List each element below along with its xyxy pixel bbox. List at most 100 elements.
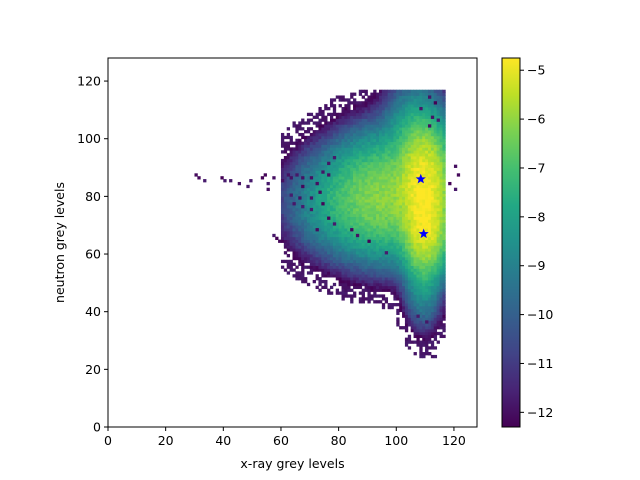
- heatmap-cell: [355, 135, 360, 140]
- heatmap-cell: [384, 256, 389, 261]
- heatmap-cell: [347, 294, 351, 298]
- heatmap-cell: [344, 294, 348, 298]
- heatmap-cell: [364, 187, 368, 192]
- heatmap-cell: [407, 173, 412, 177]
- heatmap-cell: [338, 271, 342, 275]
- heatmap-cell: [396, 130, 400, 134]
- heatmap-cell: [430, 256, 435, 261]
- heatmap-cell: [378, 167, 383, 171]
- heatmap-cell: [422, 144, 426, 148]
- heatmap-cell: [410, 297, 414, 301]
- heatmap-cell-sparse: [425, 320, 429, 324]
- heatmap-cell: [306, 173, 311, 177]
- heatmap-cell: [361, 202, 365, 206]
- heatmap-cell: [286, 259, 291, 264]
- heatmap-cell: [353, 242, 357, 246]
- heatmap-cell: [335, 170, 340, 174]
- heatmap-cell: [430, 127, 435, 131]
- heatmap-cell: [286, 144, 291, 148]
- heatmap-cell: [399, 207, 403, 212]
- heatmap-cell: [353, 132, 357, 137]
- heatmap-cell: [442, 181, 446, 186]
- heatmap-cell: [419, 202, 423, 206]
- heatmap-cell: [347, 121, 351, 125]
- heatmap-cell: [402, 124, 406, 128]
- heatmap-cell: [433, 265, 438, 269]
- heatmap-cell: [427, 311, 432, 315]
- heatmap-cell: [353, 225, 357, 229]
- heatmap-cell: [442, 153, 446, 157]
- heatmap-cell: [436, 161, 440, 166]
- heatmap-cell: [378, 181, 383, 186]
- heatmap-cell: [442, 205, 446, 209]
- heatmap-cell: [373, 300, 377, 304]
- heatmap-cell: [384, 158, 389, 163]
- heatmap-cell: [347, 196, 351, 200]
- heatmap-cell: [367, 135, 371, 140]
- heatmap-cell: [433, 118, 438, 122]
- heatmap-cell: [416, 92, 420, 96]
- heatmap-cell: [358, 205, 363, 209]
- heatmap-cell: [442, 199, 446, 203]
- heatmap-cell: [373, 161, 377, 166]
- heatmap-cell: [425, 236, 429, 241]
- heatmap-cell: [370, 228, 374, 232]
- heatmap-cell: [298, 254, 302, 258]
- heatmap-cell: [436, 271, 440, 275]
- heatmap-cell: [358, 144, 363, 148]
- heatmap-cell: [416, 317, 420, 321]
- heatmap-cell: [387, 104, 391, 108]
- heatmap-cell: [425, 199, 429, 203]
- heatmap-cell: [335, 167, 340, 171]
- heatmap-cell: [286, 236, 291, 241]
- heatmap-cell: [289, 187, 293, 192]
- heatmap-cell: [358, 115, 363, 119]
- heatmap-cell: [364, 92, 368, 96]
- heatmap-cell: [407, 147, 412, 151]
- heatmap-cell: [306, 196, 311, 200]
- heatmap-cell: [370, 173, 374, 177]
- heatmap-cell: [350, 199, 354, 203]
- heatmap-cell: [338, 282, 342, 287]
- heatmap-cell: [422, 156, 426, 160]
- heatmap-cell: [436, 104, 440, 108]
- heatmap-cell: [353, 161, 357, 166]
- heatmap-cell: [387, 205, 391, 209]
- heatmap-cell: [422, 141, 426, 145]
- heatmap-cell: [422, 245, 426, 249]
- heatmap-cell: [370, 153, 374, 157]
- heatmap-cell: [419, 256, 423, 261]
- heatmap-cell: [387, 132, 391, 137]
- heatmap-cell: [329, 130, 334, 134]
- heatmap-cell: [355, 236, 360, 241]
- heatmap-cell: [416, 331, 420, 336]
- heatmap-cell: [384, 167, 389, 171]
- heatmap-cell: [404, 181, 409, 186]
- heatmap-cell: [410, 184, 414, 189]
- heatmap-cell: [433, 213, 438, 217]
- heatmap-cell: [390, 305, 394, 310]
- heatmap-cell: [341, 277, 345, 281]
- heatmap-cell: [410, 340, 414, 344]
- heatmap-cell: [410, 265, 414, 269]
- heatmap-cell: [373, 109, 377, 114]
- heatmap-cell: [396, 161, 400, 166]
- heatmap-cell: [378, 130, 383, 134]
- heatmap-cell: [318, 251, 322, 255]
- heatmap-cell: [335, 259, 340, 264]
- heatmap-cell: [292, 205, 296, 209]
- heatmap-cell: [413, 222, 417, 226]
- heatmap-cell: [396, 89, 400, 93]
- heatmap-cell: [367, 300, 371, 304]
- heatmap-cell: [433, 248, 438, 252]
- heatmap-cell: [341, 242, 345, 246]
- heatmap-cell: [413, 303, 417, 307]
- heatmap-cell: [361, 173, 365, 177]
- heatmap-cell: [309, 153, 314, 157]
- heatmap-cell: [283, 150, 288, 154]
- heatmap-cell: [427, 262, 432, 266]
- heatmap-cell: [344, 282, 348, 287]
- heatmap-cell: [338, 196, 342, 200]
- heatmap-cell: [347, 205, 351, 209]
- heatmap-cell: [301, 132, 305, 137]
